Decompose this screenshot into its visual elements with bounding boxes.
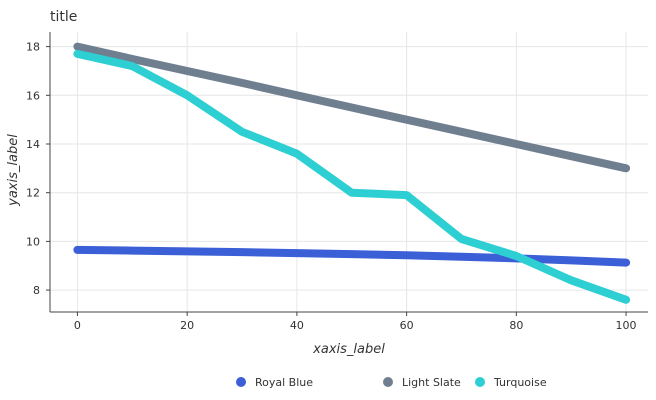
y-tick-label: 8 (33, 284, 40, 297)
chart-title: title (50, 9, 77, 25)
data-point-royal-blue (458, 253, 465, 260)
y-tick-label: 12 (26, 187, 40, 200)
data-point-light-slate (623, 165, 630, 172)
data-point-light-slate (348, 104, 355, 111)
data-point-royal-blue (129, 247, 136, 254)
legend-marker-turquoise (475, 377, 485, 387)
y-tick-label: 10 (26, 235, 40, 248)
data-point-turquoise (129, 63, 136, 70)
data-point-turquoise (348, 189, 355, 196)
data-point-light-slate (184, 67, 191, 74)
data-point-light-slate (458, 128, 465, 135)
axes: 0 20 40 60 80 100 8 10 12 14 16 18 (26, 32, 648, 332)
data-point-royal-blue (623, 259, 630, 266)
data-point-royal-blue (403, 252, 410, 259)
data-point-turquoise (239, 128, 246, 135)
data-point-turquoise (623, 296, 630, 303)
gridlines (50, 32, 648, 312)
data-point-royal-blue (293, 250, 300, 257)
x-tick-label: 0 (74, 319, 81, 332)
legend-marker-light-slate (383, 377, 393, 387)
data-point-turquoise (293, 150, 300, 157)
data-point-light-slate (74, 43, 81, 50)
legend-marker-royal-blue (236, 377, 246, 387)
legend-label-turquoise: Turquoise (493, 376, 547, 389)
data-point-turquoise (513, 253, 520, 259)
data-point-royal-blue (348, 251, 355, 258)
data-point-royal-blue (184, 248, 191, 255)
x-tick-label: 100 (616, 319, 637, 332)
data-point-light-slate (293, 92, 300, 99)
series-group (73, 42, 631, 304)
data-point-royal-blue (568, 257, 575, 264)
data-point-light-slate (568, 153, 575, 160)
x-tick-label: 60 (400, 319, 414, 332)
legend-label-royal-blue: Royal Blue (255, 376, 313, 389)
data-point-light-slate (513, 141, 520, 147)
legend: Royal Blue Light Slate Turquoise (236, 376, 547, 389)
data-point-turquoise (184, 92, 191, 99)
legend-label-light-slate: Light Slate (402, 376, 461, 389)
data-point-turquoise (74, 50, 81, 57)
data-point-royal-blue (239, 249, 246, 256)
x-axis-label: xaxis_label (312, 342, 385, 357)
data-point-turquoise (403, 192, 410, 199)
data-point-turquoise (458, 235, 465, 242)
data-point-light-slate (239, 79, 246, 86)
x-tick-label: 40 (290, 319, 304, 332)
y-tick-label: 14 (26, 138, 40, 151)
data-point-turquoise (568, 277, 575, 284)
y-axis-label: yaxis_label (6, 134, 21, 207)
data-point-light-slate (403, 116, 410, 123)
data-point-light-slate (129, 56, 136, 63)
y-tick-label: 16 (26, 89, 40, 102)
x-tick-label: 80 (509, 319, 523, 332)
x-tick-label: 20 (180, 319, 194, 332)
y-tick-label: 18 (26, 41, 40, 54)
data-point-royal-blue (74, 246, 81, 253)
